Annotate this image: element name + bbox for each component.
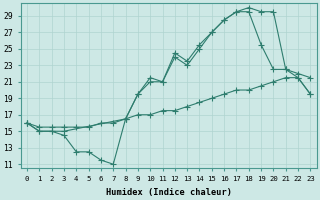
X-axis label: Humidex (Indice chaleur): Humidex (Indice chaleur) — [106, 188, 232, 197]
